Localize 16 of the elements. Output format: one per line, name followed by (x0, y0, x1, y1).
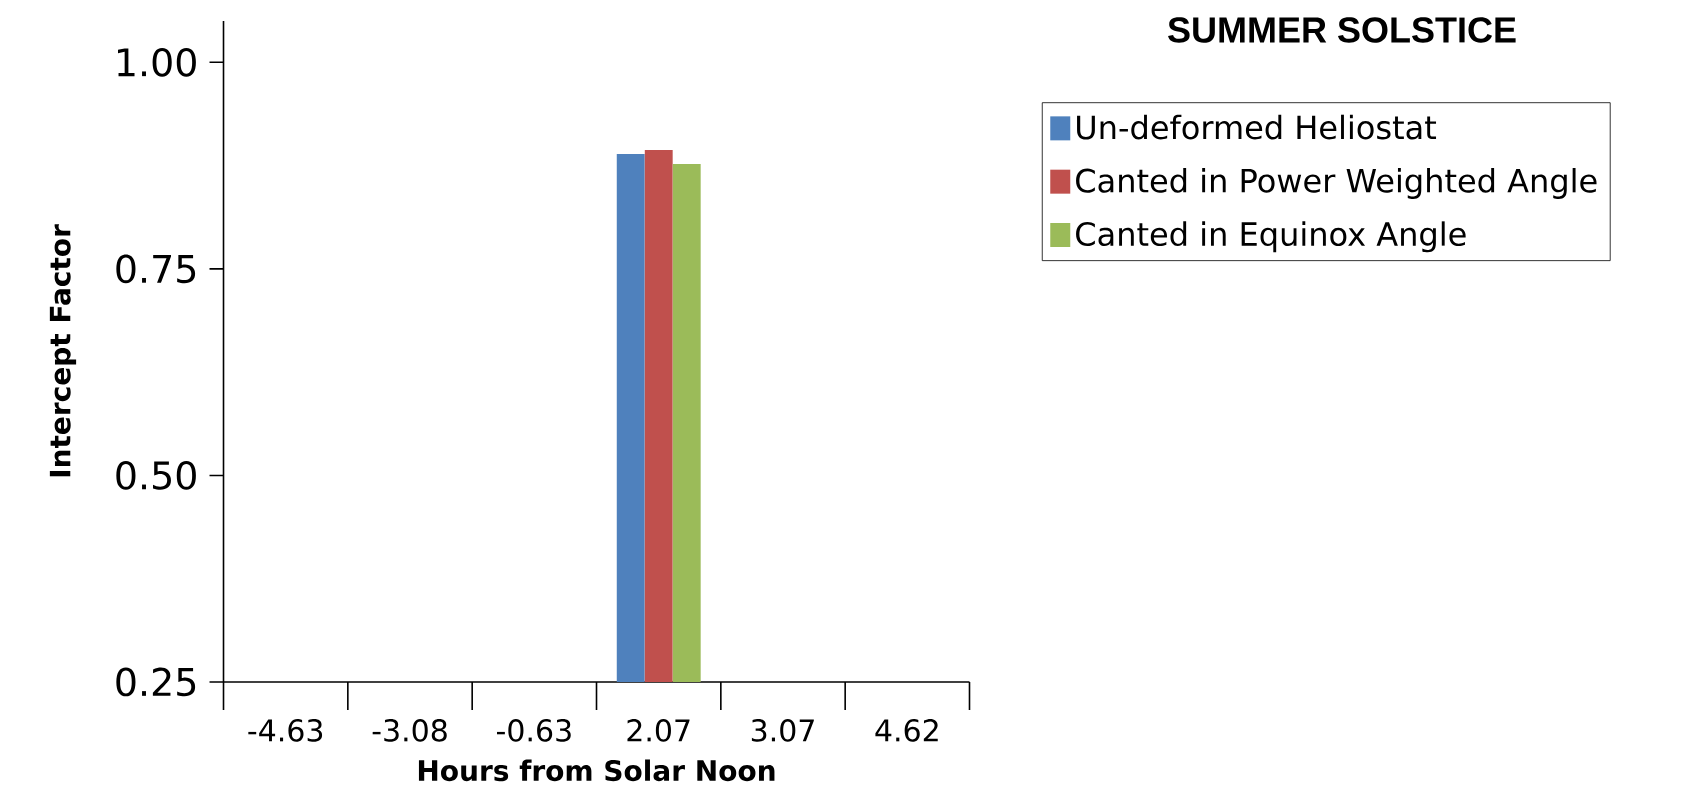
y-tick-label: 1.00 (118, 47, 196, 77)
x-tick-label: -4.63 (248, 719, 323, 742)
x-tick-label: 4.62 (875, 719, 938, 742)
x-tick-label: 3.07 (751, 719, 814, 742)
text: SUMMER SOLSTICE (1168, 17, 1516, 43)
x-tick-label: -0.63 (497, 719, 571, 742)
x-axis-title: Hours from Solar Noon (418, 759, 775, 782)
x-tick-label: 2.07 (627, 719, 690, 742)
x-tick-label: -3.08 (372, 719, 447, 742)
legend-label: Canted in Equinox Angle (1076, 221, 1466, 253)
y-axis-title: Intercept Factor (49, 224, 77, 477)
legend-label: Un-deformed Heliostat (1077, 114, 1437, 140)
legend-label: Canted in Power Weighted Angle (1076, 168, 1597, 199)
y-tick-label: 0.75 (116, 254, 196, 284)
y-tick-label: 0.50 (116, 461, 196, 490)
y-tick-label: 0.25 (116, 667, 196, 697)
